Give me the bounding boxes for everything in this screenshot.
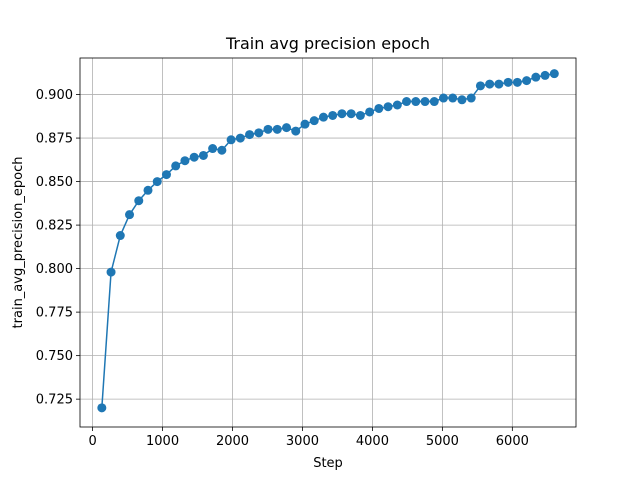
data-point: [522, 76, 532, 86]
data-point: [152, 177, 162, 187]
data-point: [134, 196, 144, 206]
data-point: [217, 145, 227, 155]
data-point: [180, 156, 190, 166]
x-tick-label: 4000: [356, 434, 389, 449]
data-point: [448, 93, 458, 103]
data-point: [189, 152, 199, 162]
data-point: [254, 128, 264, 138]
data-point: [328, 110, 338, 120]
data-point: [540, 70, 550, 80]
data-point: [309, 116, 319, 126]
data-point: [171, 161, 181, 171]
x-tick-label: 2000: [216, 434, 249, 449]
data-point: [549, 69, 559, 79]
data-point: [245, 130, 255, 140]
data-point: [383, 102, 393, 112]
series-group: [97, 69, 559, 413]
y-tick-label: 0.750: [36, 349, 73, 364]
data-point: [392, 100, 402, 110]
plot-frame: [79, 57, 577, 428]
data-point: [531, 72, 541, 82]
x-tick-label: 5000: [426, 434, 459, 449]
chart-title: Train avg precision epoch: [225, 34, 430, 53]
y-axis-label: train_avg_precision_epoch: [11, 157, 26, 329]
data-point: [466, 93, 476, 103]
data-point: [106, 267, 116, 277]
grid-lines: [80, 58, 576, 427]
data-point: [208, 144, 218, 154]
data-point: [355, 110, 365, 120]
x-tick-label: 1000: [146, 434, 179, 449]
data-point: [411, 97, 421, 107]
y-tick-label: 0.825: [36, 219, 73, 234]
data-point: [161, 170, 171, 180]
data-point: [235, 133, 245, 143]
data-point: [457, 95, 467, 105]
data-point: [282, 123, 292, 133]
y-axis-ticks: 0.725 0.750 0.775 0.800 0.825 0.850 0.875 0.900: [36, 88, 80, 408]
data-point: [226, 135, 236, 145]
y-tick-label: 0.850: [36, 175, 73, 190]
x-tick-label: 6000: [496, 434, 529, 449]
y-tick-label: 0.900: [36, 88, 73, 103]
data-point: [143, 185, 153, 195]
y-tick-label: 0.875: [36, 132, 73, 147]
data-point: [337, 109, 347, 119]
data-point: [291, 126, 301, 136]
data-point: [429, 97, 439, 107]
y-tick-label: 0.725: [36, 393, 73, 408]
data-point: [198, 150, 208, 160]
x-tick-label: 3000: [286, 434, 319, 449]
data-point: [263, 124, 273, 134]
y-tick-label: 0.800: [36, 262, 73, 277]
data-point: [485, 79, 495, 89]
x-axis-label: Step: [313, 456, 343, 471]
data-point: [439, 93, 449, 103]
data-point: [300, 119, 310, 129]
data-point: [374, 103, 384, 113]
data-point: [503, 77, 513, 87]
data-point: [346, 109, 356, 119]
x-tick-label: 0: [88, 434, 96, 449]
data-point: [512, 77, 522, 87]
data-point: [402, 97, 412, 107]
data-point: [97, 403, 107, 413]
x-axis-ticks: 0 1000 2000 3000 4000 5000 6000: [88, 427, 529, 449]
data-point: [125, 210, 135, 220]
y-tick-label: 0.775: [36, 306, 73, 321]
data-point: [272, 124, 282, 134]
data-point: [420, 97, 430, 107]
data-point: [494, 79, 504, 89]
series-line: [101, 72, 555, 408]
data-point: [318, 112, 328, 122]
data-point: [475, 81, 485, 91]
data-point: [365, 107, 375, 117]
data-point: [115, 231, 125, 241]
